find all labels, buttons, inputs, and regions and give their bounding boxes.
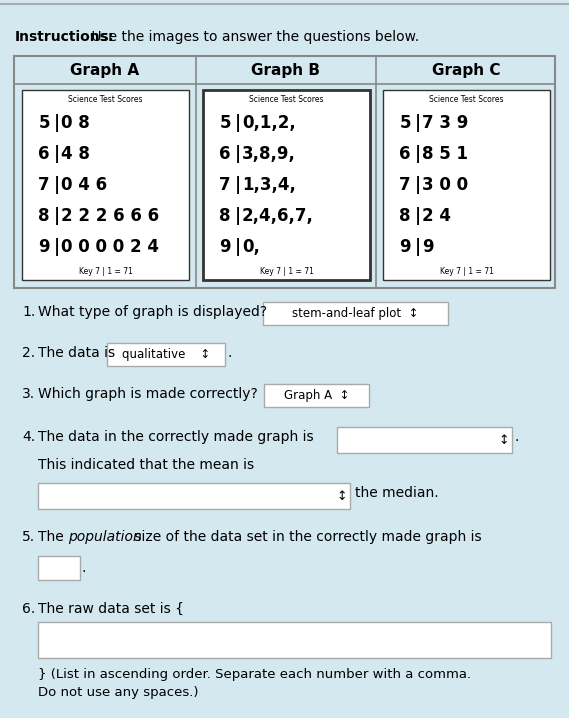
Text: 3.: 3. — [22, 387, 35, 401]
Text: Key 7 | 1 = 71: Key 7 | 1 = 71 — [440, 268, 493, 276]
Text: |: | — [415, 238, 421, 256]
Text: the median.: the median. — [355, 486, 439, 500]
Text: population: population — [68, 530, 142, 544]
Bar — [263, 302, 448, 325]
Text: 7 3 9: 7 3 9 — [422, 114, 468, 132]
Text: 7: 7 — [38, 176, 50, 194]
Text: 1,3,4,: 1,3,4, — [242, 176, 296, 194]
Text: Graph C: Graph C — [432, 62, 500, 78]
Text: 9: 9 — [220, 238, 231, 256]
Text: 9: 9 — [38, 238, 50, 256]
Text: 0 0 0 0 2 4: 0 0 0 0 2 4 — [61, 238, 159, 256]
Text: |: | — [54, 176, 60, 194]
Text: 1.: 1. — [22, 305, 35, 319]
Text: The data in the correctly made graph is: The data in the correctly made graph is — [38, 430, 314, 444]
Text: 9: 9 — [422, 238, 434, 256]
Text: ↕: ↕ — [490, 434, 509, 447]
Text: |: | — [54, 238, 60, 256]
Bar — [383, 90, 550, 280]
Text: 3,8,9,: 3,8,9, — [242, 145, 296, 163]
Bar — [14, 56, 555, 288]
Text: Graph A: Graph A — [71, 62, 139, 78]
Text: Which graph is made correctly?: Which graph is made correctly? — [38, 387, 258, 401]
Text: Graph B: Graph B — [251, 62, 320, 78]
Text: |: | — [54, 207, 60, 225]
Bar — [264, 384, 369, 407]
Text: The raw data set is {: The raw data set is { — [38, 602, 184, 616]
Text: 8 5 1: 8 5 1 — [422, 145, 468, 163]
Text: 8: 8 — [220, 207, 231, 225]
Text: 6: 6 — [39, 145, 50, 163]
Bar — [203, 90, 370, 280]
Text: |: | — [415, 145, 421, 163]
Text: 2 4: 2 4 — [422, 207, 451, 225]
Text: 8: 8 — [399, 207, 411, 225]
Text: 5: 5 — [399, 114, 411, 132]
Text: 6: 6 — [399, 145, 411, 163]
Text: Key 7 | 1 = 71: Key 7 | 1 = 71 — [79, 268, 133, 276]
Text: ↕: ↕ — [329, 490, 347, 503]
Text: Science Test Scores: Science Test Scores — [68, 95, 143, 103]
Bar — [38, 483, 350, 509]
Text: |: | — [415, 114, 421, 132]
Text: 7: 7 — [220, 176, 231, 194]
Text: This indicated that the mean is: This indicated that the mean is — [38, 458, 254, 472]
Text: Graph A  ↕: Graph A ↕ — [284, 389, 349, 402]
Text: 3 0 0: 3 0 0 — [422, 176, 468, 194]
Text: 2 2 2 6 6 6: 2 2 2 6 6 6 — [61, 207, 159, 225]
Text: What type of graph is displayed?: What type of graph is displayed? — [38, 305, 267, 319]
Text: 0,1,2,: 0,1,2, — [242, 114, 296, 132]
Text: |: | — [235, 238, 241, 256]
Text: 6: 6 — [220, 145, 231, 163]
Bar — [38, 622, 551, 658]
Text: 6.: 6. — [22, 602, 35, 616]
Text: The: The — [38, 530, 68, 544]
Text: 0,: 0, — [242, 238, 260, 256]
Text: 8: 8 — [39, 207, 50, 225]
Text: 7: 7 — [399, 176, 411, 194]
Text: 0 4 6: 0 4 6 — [61, 176, 107, 194]
Text: Use the images to answer the questions below.: Use the images to answer the questions b… — [87, 30, 419, 44]
Text: qualitative    ↕: qualitative ↕ — [122, 348, 210, 361]
Text: 5: 5 — [39, 114, 50, 132]
Text: Science Test Scores: Science Test Scores — [429, 95, 504, 103]
Text: |: | — [54, 145, 60, 163]
Text: 9: 9 — [399, 238, 411, 256]
Text: |: | — [235, 114, 241, 132]
Text: 2,4,6,7,: 2,4,6,7, — [242, 207, 314, 225]
Text: Key 7 | 1 = 71: Key 7 | 1 = 71 — [259, 268, 314, 276]
Text: 4.: 4. — [22, 430, 35, 444]
Text: |: | — [415, 176, 421, 194]
Text: } (List in ascending order. Separate each number with a comma.: } (List in ascending order. Separate eac… — [38, 668, 471, 681]
Text: 5: 5 — [220, 114, 231, 132]
Bar — [107, 343, 225, 366]
Bar — [22, 90, 189, 280]
Bar — [337, 427, 512, 453]
Text: Instructions:: Instructions: — [15, 30, 114, 44]
Text: |: | — [235, 145, 241, 163]
Text: |: | — [235, 207, 241, 225]
Text: The data is: The data is — [38, 346, 115, 360]
Text: .: . — [228, 346, 232, 360]
Text: Do not use any spaces.): Do not use any spaces.) — [38, 686, 199, 699]
Text: 4 8: 4 8 — [61, 145, 90, 163]
Text: 2.: 2. — [22, 346, 35, 360]
Text: Science Test Scores: Science Test Scores — [249, 95, 324, 103]
Text: .: . — [82, 561, 86, 575]
Text: .: . — [515, 430, 519, 444]
Text: 5.: 5. — [22, 530, 35, 544]
Text: |: | — [54, 114, 60, 132]
Text: stem-and-leaf plot  ↕: stem-and-leaf plot ↕ — [292, 307, 419, 320]
Text: |: | — [235, 176, 241, 194]
Text: size of the data set in the correctly made graph is: size of the data set in the correctly ma… — [130, 530, 481, 544]
Text: |: | — [415, 207, 421, 225]
Text: 0 8: 0 8 — [61, 114, 90, 132]
Bar — [38, 556, 80, 580]
